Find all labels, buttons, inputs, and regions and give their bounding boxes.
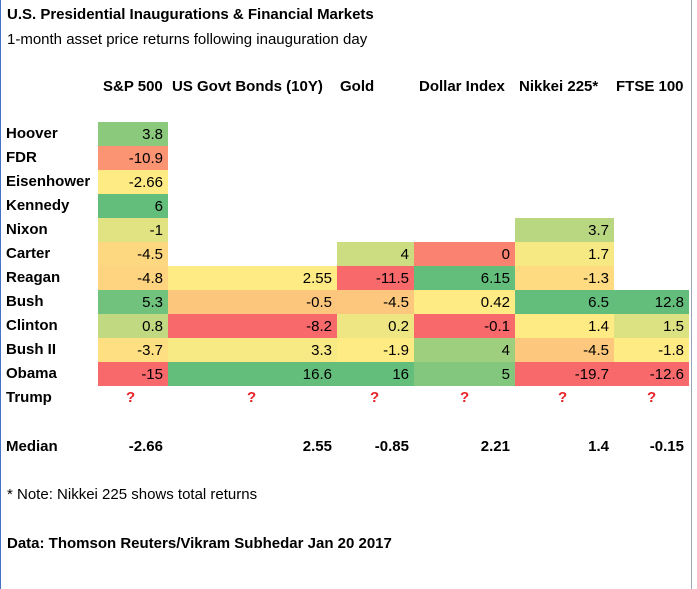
- heatmap-cell: -12.6: [614, 362, 689, 386]
- heatmap-cell: 3.7: [515, 218, 614, 242]
- row-label: Bush: [6, 293, 44, 310]
- footnote: * Note: Nikkei 225 shows total returns: [7, 486, 258, 503]
- heatmap-cell: 6: [98, 194, 168, 218]
- heatmap-cell: -1.3: [515, 266, 614, 290]
- heatmap-cell: 12.8: [614, 290, 689, 314]
- row-label: Clinton: [6, 317, 58, 334]
- heatmap-cell: 6.15: [414, 266, 515, 290]
- heatmap-cell: -11.5: [337, 266, 414, 290]
- row-label: Carter: [6, 245, 51, 262]
- heatmap-cell: 0.2: [337, 314, 414, 338]
- heatmap-cell: 4: [414, 338, 515, 362]
- heatmap-cell: 3.3: [168, 338, 337, 362]
- heatmap-cell: -19.7: [515, 362, 614, 386]
- heatmap-cell: 16: [337, 362, 414, 386]
- heatmap-cell: 4: [337, 242, 414, 266]
- source-credit: Data: Thomson Reuters/Vikram Subhedar Ja…: [7, 535, 392, 552]
- chart-title: U.S. Presidential Inaugurations & Financ…: [7, 6, 374, 23]
- unknown-value-mark: ?: [126, 389, 136, 406]
- column-header: Gold: [340, 78, 375, 95]
- chart-subtitle: 1-month asset price returns following in…: [7, 31, 368, 48]
- row-label: Nixon: [6, 221, 48, 238]
- unknown-value-mark: ?: [460, 389, 470, 406]
- heatmap-cell: 0.42: [414, 290, 515, 314]
- median-value: 1.4: [588, 438, 609, 455]
- heatmap-cell: 1.5: [614, 314, 689, 338]
- heatmap-cell: 1.4: [515, 314, 614, 338]
- median-value: -0.85: [374, 438, 409, 455]
- unknown-value-mark: ?: [558, 389, 568, 406]
- heatmap-cell: -2.66: [98, 170, 168, 194]
- median-value: -0.15: [649, 438, 684, 455]
- row-label: Reagan: [6, 269, 61, 286]
- heatmap-cell: 3.8: [98, 122, 168, 146]
- heatmap-cell: 5: [414, 362, 515, 386]
- row-label: Eisenhower: [6, 173, 91, 190]
- right-border: [691, 0, 692, 589]
- heatmap-cell: 2.55: [168, 266, 337, 290]
- row-label: Obama: [6, 365, 57, 382]
- heatmap-cell: 16.6: [168, 362, 337, 386]
- heatmap-cell: -4.5: [515, 338, 614, 362]
- column-header: S&P 500: [103, 78, 163, 95]
- median-value: 2.21: [480, 438, 510, 455]
- median-label: Median: [6, 438, 58, 455]
- heatmap-cell: -4.5: [98, 242, 168, 266]
- row-label: FDR: [6, 149, 37, 166]
- column-header: Nikkei 225*: [519, 78, 599, 95]
- heatmap-cell: -4.5: [337, 290, 414, 314]
- median-value: 2.55: [302, 438, 332, 455]
- unknown-value-mark: ?: [647, 389, 657, 406]
- heatmap-cell: -0.5: [168, 290, 337, 314]
- heatmap-cell: -3.7: [98, 338, 168, 362]
- heatmap-cell: 0.8: [98, 314, 168, 338]
- unknown-value-mark: ?: [247, 389, 257, 406]
- heatmap-cell: -1.9: [337, 338, 414, 362]
- heatmap-cell: 5.3: [98, 290, 168, 314]
- row-label: Kennedy: [6, 197, 70, 214]
- unknown-value-mark: ?: [370, 389, 380, 406]
- left-border: [0, 0, 1, 589]
- heatmap-cell: 1.7: [515, 242, 614, 266]
- heatmap-cell: -8.2: [168, 314, 337, 338]
- heatmap-cell: -4.8: [98, 266, 168, 290]
- heatmap-cell: 6.5: [515, 290, 614, 314]
- heatmap-cell: -0.1: [414, 314, 515, 338]
- heatmap-cell: -1.8: [614, 338, 689, 362]
- column-header: FTSE 100: [616, 78, 684, 95]
- column-header: US Govt Bonds (10Y): [172, 78, 323, 95]
- row-label: Hoover: [6, 125, 58, 142]
- heatmap-cell: 0: [414, 242, 515, 266]
- heatmap-cell: -15: [98, 362, 168, 386]
- row-label: Bush II: [6, 341, 57, 358]
- column-header: Dollar Index: [419, 78, 505, 95]
- median-value: -2.66: [128, 438, 163, 455]
- row-label: Trump: [6, 389, 52, 406]
- heatmap-cell: -10.9: [98, 146, 168, 170]
- heatmap-cell: -1: [98, 218, 168, 242]
